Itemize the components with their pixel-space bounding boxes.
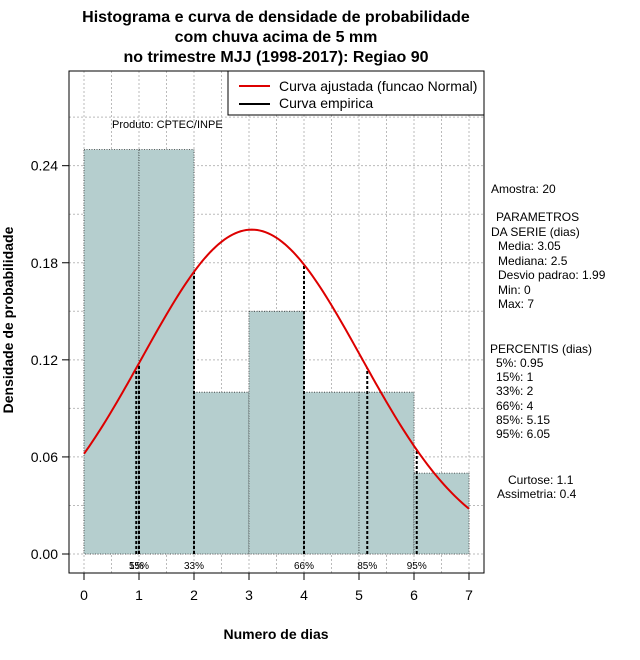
- histogram-bar-6: [413, 472, 470, 555]
- x-tick-label-0: 0: [80, 587, 88, 603]
- curve-layer: [83, 228, 470, 510]
- chart-title-line-2: com chuva acima de 5 mm: [175, 29, 378, 46]
- y-axis-label: Densidade de probabilidade: [0, 226, 16, 413]
- stat-min: Min: 0: [498, 283, 531, 297]
- histogram-bar-4: [303, 391, 360, 555]
- chart-title-line-1: Histograma e curva de densidade de proba…: [82, 9, 470, 26]
- axes-layer: 0 1 2 3 4 5 6 7 0.00 0.06 0.12 0.18 0.24: [31, 158, 473, 603]
- x-axis-label: Numero de dias: [223, 626, 328, 642]
- y-tick-label-0: 0.00: [31, 546, 58, 562]
- stat-amostra: Amostra: 20: [491, 182, 556, 196]
- stat-param-title-2: DA SERIE (dias): [491, 225, 580, 239]
- percentile-label-0: 5%: [129, 561, 144, 572]
- y-tick-label-4: 0.24: [31, 158, 58, 174]
- histogram-bar-1: [138, 149, 195, 555]
- stat-percentis-title: PERCENTIS (dias): [490, 342, 592, 356]
- legend-label-empirical: Curva empirica: [279, 95, 373, 111]
- produto-label: Produto: CPTEC/INPE: [112, 119, 223, 131]
- stat-p85: 85%: 5.15: [496, 413, 550, 427]
- stat-assimetria: Assimetria: 0.4: [497, 487, 577, 501]
- chart-title-line-3: no trimestre MJJ (1998-2017): Regiao 90: [123, 49, 428, 66]
- x-tick-label-6: 6: [410, 587, 418, 603]
- bars-layer: [83, 149, 470, 555]
- percentile-label-5: 95%: [407, 561, 427, 572]
- stat-curtose: Curtose: 1.1: [508, 473, 574, 487]
- stats-panel: Amostra: 20 PARAMETROS DA SERIE (dias) M…: [490, 182, 606, 501]
- normal-curve-line: [83, 228, 470, 510]
- legend-box: [227, 70, 485, 116]
- stat-media: Media: 3.05: [498, 239, 561, 253]
- x-tick-label-2: 2: [190, 587, 198, 603]
- stat-desvio: Desvio padrao: 1.99: [498, 268, 606, 282]
- stat-p66: 66%: 4: [496, 399, 534, 413]
- percentile-label-4: 85%: [357, 561, 377, 572]
- x-tick-label-7: 7: [465, 587, 473, 603]
- histogram-bar-3: [248, 310, 305, 555]
- y-tick-label-1: 0.06: [31, 449, 58, 465]
- histogram-bar-2: [193, 391, 250, 555]
- stat-p33: 33%: 2: [496, 384, 534, 398]
- percentile-label-3: 66%: [294, 561, 314, 572]
- y-tick-label-2: 0.12: [31, 352, 58, 368]
- x-tick-label-1: 1: [135, 587, 143, 603]
- legend-label-normal: Curva ajustada (funcao Normal): [279, 78, 477, 94]
- x-tick-label-3: 3: [245, 587, 253, 603]
- percentile-label-1: 15%: [129, 561, 149, 572]
- stat-max: Max: 7: [498, 297, 534, 311]
- stat-p15: 15%: 1: [496, 370, 534, 384]
- percentile-lines-layer: 5%15% 33% 66% 85% 95%: [129, 264, 427, 572]
- legend: Curva ajustada (funcao Normal) Curva emp…: [227, 70, 485, 116]
- stat-p95: 95%: 6.05: [496, 427, 550, 441]
- stat-p5: 5%: 0.95: [496, 356, 544, 370]
- percentile-label-2: 33%: [184, 561, 204, 572]
- stat-mediana: Mediana: 2.5: [498, 254, 568, 268]
- y-tick-label-3: 0.18: [31, 255, 58, 271]
- stat-param-title-1: PARAMETROS: [496, 210, 579, 224]
- histogram-bar-0: [83, 149, 140, 555]
- x-tick-label-5: 5: [355, 587, 363, 603]
- x-tick-label-4: 4: [300, 587, 308, 603]
